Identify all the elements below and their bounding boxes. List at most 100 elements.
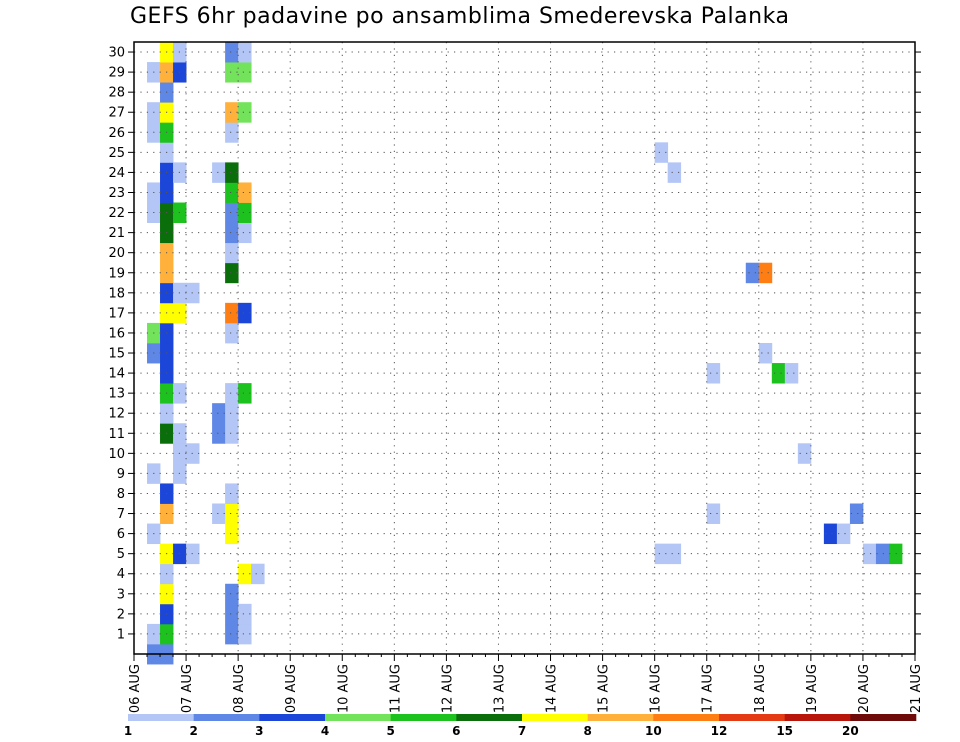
x-tick-label: 12 AUG xyxy=(440,664,455,713)
legend-label: 20 xyxy=(842,724,859,738)
precip-cell xyxy=(225,623,239,645)
y-tick-label: 25 xyxy=(108,146,125,161)
x-tick-label: 08 AUG xyxy=(232,664,247,713)
y-tick-label: 22 xyxy=(108,206,125,221)
x-tick-label: 11 AUG xyxy=(388,664,403,713)
precip-cell xyxy=(212,403,226,424)
precip-cell xyxy=(225,603,239,625)
precip-cell xyxy=(225,302,239,324)
legend-label: 7 xyxy=(518,724,526,738)
precip-cell xyxy=(225,222,239,244)
legend-swatch xyxy=(653,714,720,721)
y-tick-label: 3 xyxy=(117,587,125,602)
precip-cell xyxy=(238,102,252,123)
x-tick-label: 18 AUG xyxy=(753,664,768,713)
precip-cell xyxy=(875,543,890,565)
x-tick-label: 16 AUG xyxy=(649,664,664,713)
y-tick-label: 17 xyxy=(108,306,125,321)
precip-cell xyxy=(225,102,239,123)
y-tick-label: 15 xyxy=(108,347,125,362)
legend-swatch xyxy=(128,714,194,721)
precip-cell xyxy=(238,202,252,223)
precip-cell xyxy=(238,222,252,244)
y-tick-label: 16 xyxy=(108,326,125,341)
y-tick-label: 6 xyxy=(117,527,125,542)
precip-cell xyxy=(251,563,265,585)
precip-cell xyxy=(225,62,239,83)
legend-label: 1 xyxy=(124,724,132,738)
precip-cell xyxy=(225,182,239,203)
x-tick-label: 20 AUG xyxy=(857,664,872,713)
precip-cell xyxy=(225,162,239,183)
precip-cell xyxy=(238,62,252,83)
legend-swatch xyxy=(259,714,326,721)
legend-swatch xyxy=(390,714,457,721)
precip-cell xyxy=(771,363,786,384)
x-tick-label: 09 AUG xyxy=(284,664,299,713)
legend-swatch xyxy=(719,714,785,721)
precip-cell xyxy=(784,363,799,384)
y-tick-label: 8 xyxy=(117,487,125,502)
y-axis: 1234567891011121314151617181920212223242… xyxy=(108,46,921,642)
precip-cell xyxy=(212,423,226,444)
y-tick-label: 7 xyxy=(117,507,125,522)
precip-cell xyxy=(212,162,226,183)
legend-swatch xyxy=(850,714,917,721)
x-tick-label: 15 AUG xyxy=(597,664,612,713)
precip-cell xyxy=(238,383,252,404)
y-tick-label: 10 xyxy=(108,447,125,462)
precip-cell xyxy=(225,423,239,444)
y-tick-label: 29 xyxy=(108,66,125,81)
precip-cell xyxy=(238,623,252,645)
y-tick-label: 28 xyxy=(108,86,125,101)
legend-swatch xyxy=(784,714,851,721)
legend-swatch xyxy=(522,714,588,721)
precip-cell xyxy=(654,543,669,565)
precip-cell xyxy=(238,563,252,585)
precip-cell xyxy=(238,603,252,625)
legend-swatch xyxy=(193,714,260,721)
legend-label: 6 xyxy=(452,724,460,738)
y-tick-label: 2 xyxy=(117,607,125,622)
y-tick-label: 9 xyxy=(117,467,125,482)
precip-cell xyxy=(758,262,773,284)
x-tick-label: 14 AUG xyxy=(545,664,560,713)
color-legend: 1 2 3 4 5 6 7 8 10 12 15 20 xyxy=(124,714,917,738)
precip-cell xyxy=(706,363,721,384)
precip-cell xyxy=(225,403,239,424)
precip-cell xyxy=(654,142,669,163)
legend-label: 8 xyxy=(583,724,591,738)
precip-cell xyxy=(225,242,239,264)
x-tick-label: 21 AUG xyxy=(909,664,924,713)
y-tick-label: 27 xyxy=(108,106,125,121)
precip-cell xyxy=(225,122,239,143)
precip-cell xyxy=(745,262,760,284)
y-tick-label: 20 xyxy=(108,246,125,261)
x-tick-label: 17 AUG xyxy=(701,664,716,713)
chart-title: GEFS 6hr padavine po ansamblima Smederev… xyxy=(130,4,790,29)
y-tick-label: 5 xyxy=(117,547,125,562)
precip-cell xyxy=(758,342,773,364)
y-tick-label: 4 xyxy=(117,567,125,582)
x-tick-label: 10 AUG xyxy=(336,664,351,713)
precip-cell xyxy=(225,483,239,504)
precip-cell xyxy=(225,322,239,344)
y-tick-label: 11 xyxy=(108,427,125,442)
precip-cell xyxy=(225,523,239,545)
precip-cell xyxy=(238,42,252,63)
y-tick-label: 26 xyxy=(108,126,125,141)
precip-cell xyxy=(667,162,682,183)
precip-cell xyxy=(225,42,239,63)
y-tick-label: 12 xyxy=(108,407,125,422)
legend-label: 2 xyxy=(189,724,197,738)
y-tick-label: 23 xyxy=(108,186,125,201)
legend-label: 10 xyxy=(645,724,662,738)
legend-swatch xyxy=(587,714,654,721)
x-tick-label: 07 AUG xyxy=(180,664,195,713)
y-tick-label: 30 xyxy=(108,46,125,61)
precip-cell xyxy=(862,543,877,565)
x-tick-label: 06 AUG xyxy=(128,664,143,713)
legend-label: 12 xyxy=(711,724,728,738)
precip-cell xyxy=(667,543,682,565)
